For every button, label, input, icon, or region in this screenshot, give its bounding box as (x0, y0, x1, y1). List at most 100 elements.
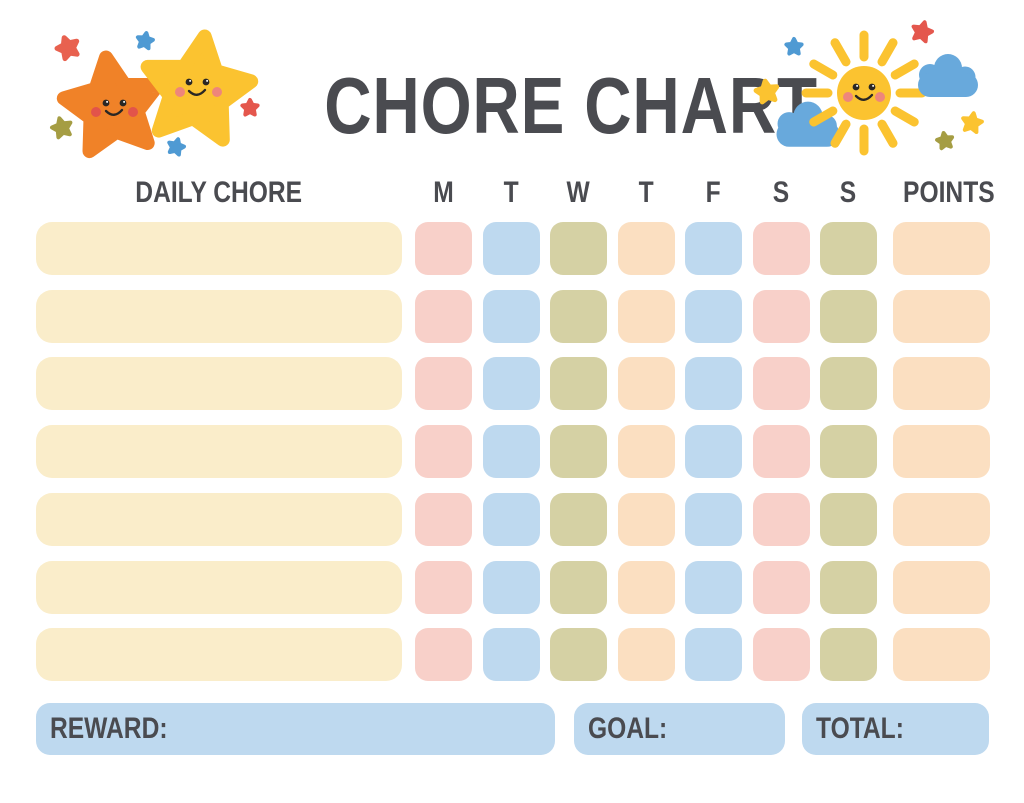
day-cell-S-row5[interactable] (752, 493, 810, 546)
day-cell-T-row2[interactable] (617, 290, 675, 343)
day-cell-S-row2[interactable] (752, 290, 810, 343)
small-olive-star-icon (50, 116, 73, 140)
points-column-header: POINTS (903, 176, 995, 209)
day-header-friday: F (705, 176, 722, 209)
day-cell-S-row3[interactable] (820, 357, 877, 410)
chore-name-field[interactable] (36, 561, 402, 614)
day-cell-S-row4[interactable] (820, 425, 877, 478)
day-cell-M-row6[interactable] (415, 561, 472, 614)
goal-field[interactable]: GOAL: (574, 703, 785, 755)
day-cell-M-row4[interactable] (415, 425, 472, 478)
stars-decoration (50, 29, 260, 159)
day-cell-F-row2[interactable] (685, 290, 742, 343)
day-cell-W-row2[interactable] (550, 290, 607, 343)
day-cell-W-row5[interactable] (550, 493, 607, 546)
day-cell-T-row4[interactable] (482, 425, 540, 478)
chore-name-field[interactable] (36, 628, 402, 681)
chore-grid (0, 222, 1024, 682)
chore-row (0, 561, 1024, 614)
small-yellow-star-icon (961, 111, 984, 134)
day-cell-M-row2[interactable] (415, 290, 472, 343)
small-blue-star-icon (135, 31, 155, 51)
day-cell-T-row6[interactable] (482, 561, 540, 614)
day-cell-W-row1[interactable] (550, 222, 607, 275)
day-cell-M-row5[interactable] (415, 493, 472, 546)
chore-row (0, 425, 1024, 478)
day-cell-T-row1[interactable] (482, 222, 540, 275)
small-red-star-icon (911, 20, 934, 44)
day-cell-T-row5[interactable] (482, 493, 540, 546)
day-cell-T-row6[interactable] (617, 561, 675, 614)
cloud-icon (918, 54, 978, 97)
day-cell-F-row4[interactable] (685, 425, 742, 478)
small-blue-star-icon (784, 37, 804, 56)
points-cell-row6[interactable] (893, 561, 990, 614)
chore-name-field[interactable] (36, 290, 402, 343)
sun-icon (837, 66, 891, 120)
small-red-star-icon (54, 35, 80, 62)
day-cell-S-row6[interactable] (820, 561, 877, 614)
chore-name-field[interactable] (36, 425, 402, 478)
day-cell-M-row1[interactable] (415, 222, 472, 275)
day-cell-M-row7[interactable] (415, 628, 472, 681)
orange-star-icon (56, 50, 165, 159)
day-cell-S-row7[interactable] (752, 628, 810, 681)
day-header-thursday: T (638, 176, 654, 209)
day-cell-F-row1[interactable] (685, 222, 742, 275)
day-cell-S-row5[interactable] (820, 493, 877, 546)
points-cell-row2[interactable] (893, 290, 990, 343)
reward-label: REWARD: (50, 712, 168, 745)
day-cell-S-row2[interactable] (820, 290, 877, 343)
day-header-tuesday: T (503, 176, 519, 209)
sun-clouds-decoration (753, 20, 984, 156)
day-cell-F-row6[interactable] (685, 561, 742, 614)
points-cell-row7[interactable] (893, 628, 990, 681)
day-header-wednesday: W (566, 176, 591, 209)
day-cell-F-row3[interactable] (685, 357, 742, 410)
chore-row (0, 290, 1024, 343)
page-title: CHORE CHART (324, 61, 818, 150)
day-cell-T-row2[interactable] (482, 290, 540, 343)
reward-field[interactable]: REWARD: (36, 703, 555, 755)
total-field[interactable]: TOTAL: (802, 703, 989, 755)
day-cell-T-row4[interactable] (617, 425, 675, 478)
day-cell-T-row7[interactable] (617, 628, 675, 681)
day-cell-T-row5[interactable] (617, 493, 675, 546)
day-cell-S-row1[interactable] (752, 222, 810, 275)
day-cell-W-row3[interactable] (550, 357, 607, 410)
total-label: TOTAL: (816, 712, 904, 745)
daily-chore-column-header: DAILY CHORE (135, 176, 303, 209)
day-header-sunday: S (840, 176, 857, 209)
day-cell-S-row7[interactable] (820, 628, 877, 681)
chore-name-field[interactable] (36, 357, 402, 410)
points-cell-row4[interactable] (893, 425, 990, 478)
day-cell-T-row7[interactable] (482, 628, 540, 681)
points-cell-row3[interactable] (893, 357, 990, 410)
yellow-star-icon (140, 29, 259, 147)
day-cell-S-row6[interactable] (752, 561, 810, 614)
small-yellow-star-icon (753, 78, 780, 105)
day-header-saturday: S (772, 176, 790, 209)
points-cell-row5[interactable] (893, 493, 990, 546)
points-cell-row1[interactable] (893, 222, 990, 275)
day-cell-T-row3[interactable] (617, 357, 675, 410)
chore-name-field[interactable] (36, 222, 402, 275)
day-cell-W-row4[interactable] (550, 425, 607, 478)
goal-label: GOAL: (588, 712, 668, 745)
day-cell-F-row5[interactable] (685, 493, 742, 546)
chore-row (0, 493, 1024, 546)
small-olive-star-icon (935, 131, 955, 151)
day-cell-W-row7[interactable] (550, 628, 607, 681)
day-header-monday: M (433, 176, 454, 209)
day-cell-S-row3[interactable] (752, 357, 810, 410)
chore-row (0, 222, 1024, 275)
day-cell-S-row1[interactable] (820, 222, 877, 275)
day-cell-F-row7[interactable] (685, 628, 742, 681)
day-cell-T-row1[interactable] (617, 222, 675, 275)
small-red-star-icon (240, 98, 260, 117)
day-cell-S-row4[interactable] (752, 425, 810, 478)
day-cell-M-row3[interactable] (415, 357, 472, 410)
day-cell-T-row3[interactable] (482, 357, 540, 410)
chore-name-field[interactable] (36, 493, 402, 546)
day-cell-W-row6[interactable] (550, 561, 607, 614)
